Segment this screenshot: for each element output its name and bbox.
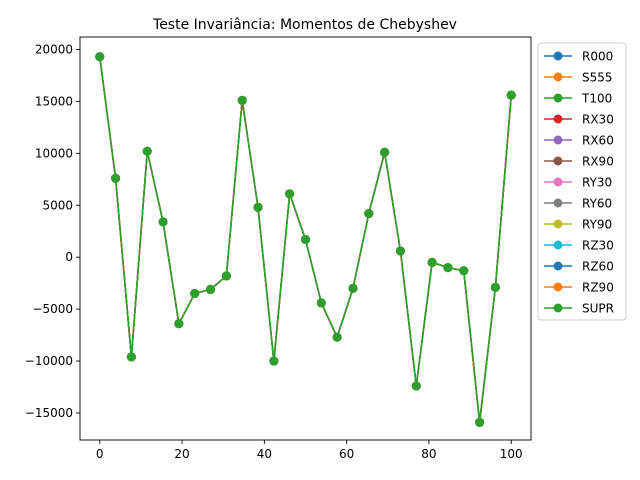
y-tick-label: −10000	[25, 354, 73, 368]
data-point	[111, 173, 121, 183]
x-tick-label: 40	[257, 447, 272, 461]
legend-marker	[553, 261, 563, 271]
data-point	[253, 202, 263, 212]
legend-label: RY30	[582, 176, 612, 190]
legend: R000 S555 T100 RX30 RX60 RX90 RY30 RY60 RY90 RZ30…	[537, 42, 627, 321]
data-point	[490, 282, 500, 292]
y-tick-label: 20000	[35, 42, 73, 56]
x-tick-label: 60	[339, 447, 354, 461]
legend-entry: S555	[544, 71, 613, 85]
data-point	[269, 356, 279, 366]
legend-label: RZ30	[582, 239, 614, 253]
legend-entry: RZ60	[544, 260, 614, 274]
legend-label: RZ90	[582, 281, 614, 295]
data-point	[506, 90, 516, 100]
legend-marker	[553, 51, 563, 61]
legend-label: RX60	[582, 134, 614, 148]
data-point	[95, 52, 105, 62]
data-point	[459, 266, 469, 276]
legend-entry: RX60	[544, 134, 614, 148]
data-point	[126, 352, 136, 362]
legend-label: RZ60	[582, 260, 614, 274]
legend-entry: R000	[544, 50, 613, 64]
legend-marker	[553, 135, 563, 145]
legend-label: RX90	[582, 155, 614, 169]
legend-entry: RX90	[544, 155, 614, 169]
y-tick-label: −5000	[32, 302, 73, 316]
data-point	[332, 332, 342, 342]
y-tick-label: 0	[65, 250, 73, 264]
legend-label: T100	[581, 92, 612, 106]
data-point	[206, 284, 216, 294]
y-tick-label: 15000	[35, 94, 73, 108]
y-tick-label: 5000	[42, 198, 73, 212]
legend-entry: RY90	[544, 218, 612, 232]
legend-entry: RY60	[544, 197, 612, 211]
legend-entry: RZ90	[544, 281, 614, 295]
chart-title: Teste Invariância: Momentos de Chebyshev	[152, 17, 457, 33]
axes: 0 20 40 60 80 100 −15000 −10000 −5000 0 5000 10000 1…	[25, 36, 532, 461]
legend-entry: RZ30	[544, 239, 614, 253]
series-supr	[95, 52, 516, 427]
legend-marker	[553, 282, 563, 292]
legend-marker	[553, 240, 563, 250]
data-point	[411, 381, 421, 391]
legend-label: SUPR	[582, 302, 614, 316]
y-tick-label: −15000	[25, 406, 73, 420]
legend-entry: RX30	[544, 113, 614, 127]
data-point	[158, 217, 168, 227]
y-tick-label: 10000	[35, 146, 73, 160]
data-point	[427, 257, 437, 267]
legend-marker	[553, 93, 563, 103]
legend-marker	[553, 114, 563, 124]
data-point	[475, 417, 485, 427]
legend-box	[537, 42, 627, 321]
data-point	[190, 289, 200, 299]
legend-marker	[553, 219, 563, 229]
legend-label: S555	[582, 71, 613, 85]
legend-marker	[553, 156, 563, 166]
legend-marker	[553, 198, 563, 208]
data-point	[348, 283, 358, 293]
data-point	[395, 246, 405, 256]
data-point	[364, 209, 374, 219]
data-point	[380, 147, 390, 157]
plot-area	[95, 52, 516, 427]
data-point	[301, 235, 310, 245]
data-point	[221, 271, 231, 281]
legend-entry: T100	[544, 92, 612, 106]
legend-label: RX30	[582, 113, 614, 127]
data-point	[142, 146, 152, 156]
legend-label: R000	[582, 50, 613, 64]
data-point	[316, 298, 326, 308]
data-point	[443, 263, 453, 273]
legend-marker	[553, 177, 563, 187]
data-point	[285, 189, 295, 199]
data-point	[237, 95, 247, 105]
legend-label: RY60	[582, 197, 612, 211]
legend-label: RY90	[582, 218, 612, 232]
x-tick-label: 0	[96, 447, 104, 461]
legend-entry: RY30	[544, 176, 612, 190]
axes-frame	[79, 36, 532, 441]
legend-marker	[553, 72, 563, 82]
x-tick-label: 20	[174, 447, 189, 461]
data-point	[174, 319, 184, 329]
legend-entry: SUPR	[544, 302, 614, 316]
x-tick-label: 80	[421, 447, 436, 461]
x-tick-label: 100	[500, 447, 523, 461]
legend-marker	[553, 303, 563, 313]
